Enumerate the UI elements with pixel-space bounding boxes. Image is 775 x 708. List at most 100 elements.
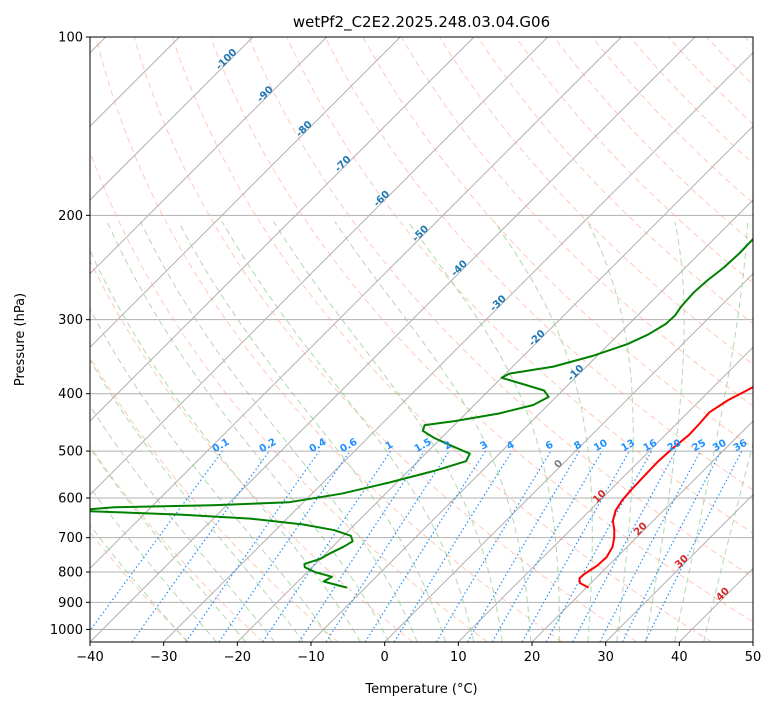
mixing-ratio-line <box>572 450 677 642</box>
mixing-ratio-line <box>218 450 351 642</box>
mixing-ratio-label: 0.1 <box>211 437 232 455</box>
mixing-ratio-label: 1 <box>384 439 396 452</box>
y-tick-label: 200 <box>58 209 83 224</box>
dry-adiabat <box>706 37 753 86</box>
dry-adiabat <box>629 37 753 165</box>
isotherm-value-label: -70 <box>333 154 354 175</box>
x-tick-label: −30 <box>150 650 177 665</box>
moist-adiabat <box>587 221 634 642</box>
isotherm-line <box>531 420 753 642</box>
dry-adiabat <box>90 259 414 642</box>
plot-frame <box>89 36 754 643</box>
isotherm-value-label: -30 <box>488 293 509 314</box>
dry-adiabat <box>286 37 753 534</box>
x-axis-label: Temperature (°C) <box>364 682 477 697</box>
moist-adiabat <box>221 221 475 642</box>
mixing-ratio-label: 0.4 <box>308 437 329 455</box>
moist-adiabat <box>90 249 362 642</box>
y-tick-label: 600 <box>58 492 83 507</box>
y-tick-label: 300 <box>58 313 83 328</box>
isotherm-value-label: -90 <box>255 84 276 105</box>
isotherm-line <box>752 641 753 642</box>
isotherm-line <box>163 51 753 642</box>
y-tick-label: 900 <box>58 596 83 611</box>
moist-adiabats <box>90 221 753 642</box>
mixing-ratio-line <box>521 450 631 642</box>
moist-adiabat <box>90 404 275 642</box>
x-tick-label: 20 <box>524 650 541 665</box>
plot-area: 0.1 0.2 0.4 0.6 1 1.5 2 3 4 6 8 10 13 16 20 25 30 36-100-… <box>90 37 753 642</box>
x-tick-label: 30 <box>597 650 614 665</box>
temperature-value-label: 40 <box>714 586 732 604</box>
dewpoint-profile <box>90 237 753 589</box>
dry-adiabat <box>362 37 753 449</box>
mixing-ratio-line <box>599 450 702 642</box>
isotherm-line <box>90 37 549 496</box>
isotherm-value-label: -50 <box>411 224 432 245</box>
isotherm-value-label: -100 <box>214 47 240 73</box>
isotherm-line <box>90 37 254 201</box>
y-tick-label: 100 <box>58 31 83 46</box>
dry-adiabats <box>90 37 753 642</box>
isotherm-line <box>90 37 475 422</box>
mixing-ratio-line <box>644 450 743 642</box>
y-tick-label: 1000 <box>50 623 83 638</box>
mixing-ratio-label: 3 <box>478 439 490 452</box>
y-tick-label: 700 <box>58 531 83 546</box>
dry-adiabat <box>133 37 638 642</box>
x-tick-label: 0 <box>381 650 389 665</box>
moist-adiabat <box>140 221 418 642</box>
mixing-ratio-label: 0.6 <box>338 437 359 455</box>
mixing-ratio-line <box>185 450 320 642</box>
dry-adiabat <box>591 37 753 204</box>
dry-adiabat <box>400 37 753 407</box>
mixing-ratio-line <box>364 450 486 642</box>
isotherm-line <box>384 272 753 642</box>
chart-title: wetPf2_C2E2.2025.248.03.04.G06 <box>293 13 550 32</box>
mixing-ratio-line <box>131 450 270 642</box>
moist-adiabat <box>90 486 217 642</box>
isotherm-value-label: -60 <box>372 189 393 210</box>
isotherm-line <box>90 37 696 642</box>
dry-adiabat <box>90 150 488 642</box>
mixing-ratio-line <box>298 450 425 642</box>
dry-adiabat <box>248 37 753 578</box>
y-tick-label: 400 <box>58 387 83 402</box>
moist-adiabat <box>703 441 753 642</box>
moist-adiabat <box>177 221 446 642</box>
mixing-ratio-line <box>466 450 580 642</box>
mixing-ratio-label: 25 <box>691 438 709 455</box>
temperature-value-label: 20 <box>632 521 650 539</box>
x-tick-label: 50 <box>745 650 762 665</box>
mixing-ratio-label: 10 <box>592 438 610 455</box>
mixing-ratio-label: 13 <box>619 438 637 455</box>
x-tick-label: 40 <box>671 650 688 665</box>
isotherm-line <box>236 125 753 642</box>
moist-adiabat <box>493 221 593 642</box>
temperature-profile <box>578 385 753 589</box>
moist-adiabat <box>90 358 304 642</box>
mixing-ratio-label: 2 <box>442 439 454 452</box>
x-tick-label: −10 <box>297 650 324 665</box>
mixing-ratio-line <box>545 450 653 642</box>
moist-adiabat <box>407 221 560 642</box>
y-tick-label: 500 <box>58 445 83 460</box>
moist-adiabat <box>273 221 503 642</box>
isotherm-line <box>457 346 753 642</box>
moist-adiabat <box>106 221 390 642</box>
mixing-ratio-line <box>393 450 513 642</box>
mixing-ratio-label: 4 <box>505 439 517 452</box>
dry-adiabat <box>438 37 753 366</box>
dry-adiabat <box>95 37 563 642</box>
mixing-ratio-line <box>262 450 392 642</box>
isotherm-line <box>90 37 328 275</box>
dry-adiabat <box>515 37 753 284</box>
sounding-series <box>90 237 753 589</box>
dry-adiabat <box>171 37 712 642</box>
isotherm-value-label: -20 <box>527 328 548 349</box>
y-tick-label: 800 <box>58 566 83 581</box>
isotherm-line <box>90 37 622 570</box>
temperature-value-label: 0 <box>552 458 565 471</box>
x-tick-label: 10 <box>450 650 467 665</box>
